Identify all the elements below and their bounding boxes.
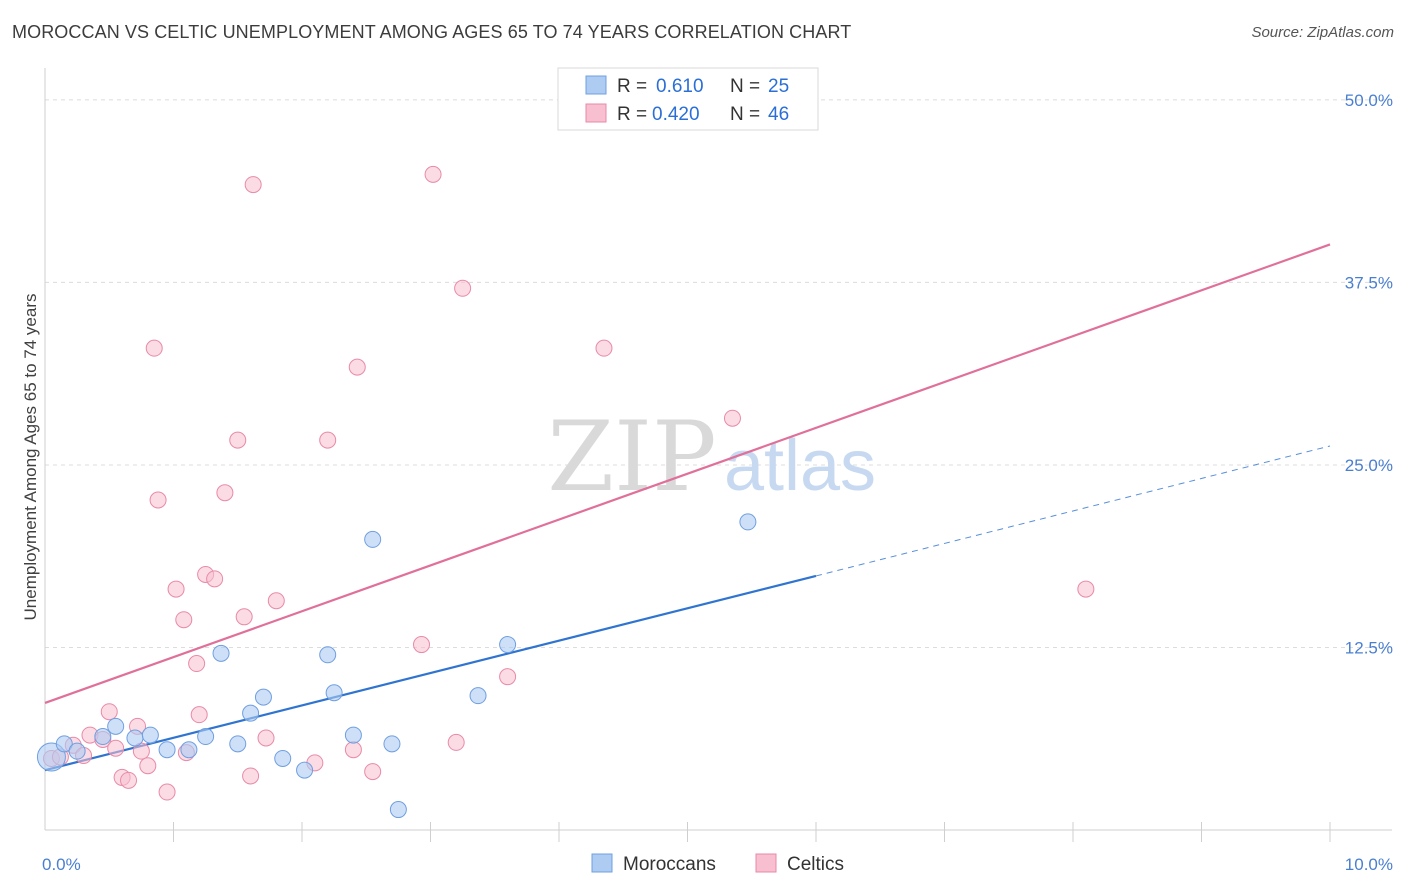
point-moroccans-23 bbox=[499, 636, 517, 654]
point-moroccans-19 bbox=[364, 530, 382, 548]
point-celtics-32 bbox=[344, 741, 362, 759]
trendline-moroccans bbox=[44, 574, 817, 772]
point-moroccans-11 bbox=[229, 735, 247, 753]
point-moroccans-3 bbox=[94, 728, 112, 746]
point-celtics-28 bbox=[257, 729, 275, 747]
bottom-legend-label-moroccans: Moroccans bbox=[623, 854, 716, 875]
point-moroccans-7 bbox=[158, 741, 176, 759]
y-axis-label: Unemployment Among Ages 65 to 74 years bbox=[21, 294, 40, 621]
trendline-moroccans-extension bbox=[815, 445, 1331, 577]
point-moroccans-5 bbox=[126, 729, 144, 747]
legend-r-value-celtics: 0.420 bbox=[652, 104, 700, 125]
trendline-celtics bbox=[44, 243, 1331, 704]
chart-title: MOROCCAN VS CELTIC UNEMPLOYMENT AMONG AG… bbox=[12, 22, 852, 42]
legend-n-value-moroccans: 25 bbox=[768, 76, 789, 97]
point-celtics-16 bbox=[167, 580, 185, 598]
trend-lines bbox=[44, 243, 1331, 772]
point-moroccans-6 bbox=[141, 726, 159, 744]
legend-n-label-moroccans: N = bbox=[730, 76, 760, 97]
point-celtics-33 bbox=[348, 358, 366, 376]
legend-n-label-celtics: N = bbox=[730, 104, 760, 125]
point-celtics-23 bbox=[216, 484, 234, 502]
point-moroccans-17 bbox=[325, 684, 343, 702]
point-celtics-20 bbox=[190, 706, 208, 724]
point-moroccans-15 bbox=[296, 761, 314, 779]
point-moroccans-8 bbox=[180, 741, 198, 759]
point-moroccans-14 bbox=[274, 749, 292, 767]
legend-swatch-moroccans bbox=[585, 75, 607, 95]
point-celtics-22 bbox=[206, 570, 224, 588]
legend-r-label-moroccans: R = bbox=[617, 76, 647, 97]
point-celtics-26 bbox=[242, 767, 260, 785]
x-tick-label-1: 10.0% bbox=[1345, 855, 1393, 874]
grid bbox=[45, 99, 1392, 648]
point-moroccans-2 bbox=[68, 742, 86, 760]
y-tick-label-0: 12.5% bbox=[1345, 638, 1393, 657]
point-celtics-15 bbox=[158, 783, 176, 801]
y-tick-label-3: 50.0% bbox=[1345, 91, 1393, 110]
point-moroccans-10 bbox=[212, 644, 230, 662]
legend-top: R = 0.610 N = 25 R = 0.420 N = 46 bbox=[557, 67, 819, 131]
point-moroccans-18 bbox=[344, 726, 362, 744]
point-celtics-31 bbox=[319, 431, 337, 449]
y-tick-label-1: 25.0% bbox=[1345, 456, 1393, 475]
legend-r-label-celtics: R = bbox=[617, 104, 647, 125]
point-moroccans-4 bbox=[107, 717, 125, 735]
point-celtics-42 bbox=[1077, 580, 1095, 598]
point-celtics-12 bbox=[139, 757, 157, 775]
point-moroccans-9 bbox=[197, 728, 215, 746]
source-label: Source: ZipAtlas.com bbox=[1251, 24, 1394, 41]
axis-ticks: 12.5% 25.0% 37.5% 50.0% 0.0% 10.0% bbox=[42, 91, 1393, 874]
point-celtics-9 bbox=[120, 771, 138, 789]
point-celtics-29 bbox=[267, 592, 285, 610]
axes bbox=[44, 68, 1392, 831]
point-celtics-41 bbox=[723, 409, 741, 427]
bottom-legend-swatch-celtics bbox=[755, 853, 777, 873]
bottom-legend-label-celtics: Celtics bbox=[787, 854, 844, 875]
point-celtics-17 bbox=[175, 611, 193, 629]
point-celtics-7 bbox=[107, 739, 125, 757]
point-moroccans-13 bbox=[254, 688, 272, 706]
legend-swatch-celtics bbox=[585, 103, 607, 123]
legend-r-value-moroccans: 0.610 bbox=[656, 76, 704, 97]
scatter-points bbox=[36, 165, 1095, 819]
watermark-zip: ZIP bbox=[547, 401, 716, 513]
point-moroccans-12 bbox=[242, 704, 260, 722]
point-celtics-36 bbox=[424, 165, 442, 183]
x-tick-label-0: 0.0% bbox=[42, 855, 81, 874]
point-celtics-6 bbox=[100, 703, 118, 721]
point-celtics-13 bbox=[145, 339, 163, 357]
watermark: ZIP atlas bbox=[547, 401, 876, 513]
point-celtics-24 bbox=[229, 431, 247, 449]
point-moroccans-16 bbox=[319, 646, 337, 664]
point-moroccans-24 bbox=[739, 513, 757, 531]
point-celtics-35 bbox=[413, 636, 431, 654]
point-celtics-34 bbox=[364, 763, 382, 781]
bottom-legend-swatch-moroccans bbox=[591, 853, 613, 873]
point-celtics-38 bbox=[454, 279, 472, 297]
watermark-atlas: atlas bbox=[724, 426, 876, 506]
legend-n-value-celtics: 46 bbox=[768, 104, 789, 125]
point-celtics-14 bbox=[149, 491, 167, 509]
point-celtics-25 bbox=[235, 608, 253, 626]
point-moroccans-1 bbox=[55, 735, 73, 753]
point-celtics-39 bbox=[499, 668, 517, 686]
point-moroccans-22 bbox=[469, 687, 487, 705]
point-celtics-19 bbox=[188, 655, 206, 673]
point-celtics-27 bbox=[244, 176, 262, 194]
y-tick-label-2: 37.5% bbox=[1345, 273, 1393, 292]
point-celtics-40 bbox=[595, 339, 613, 357]
point-moroccans-21 bbox=[389, 801, 407, 819]
point-celtics-37 bbox=[447, 733, 465, 751]
point-moroccans-20 bbox=[383, 735, 401, 753]
legend-bottom: Moroccans Celtics bbox=[591, 853, 844, 875]
